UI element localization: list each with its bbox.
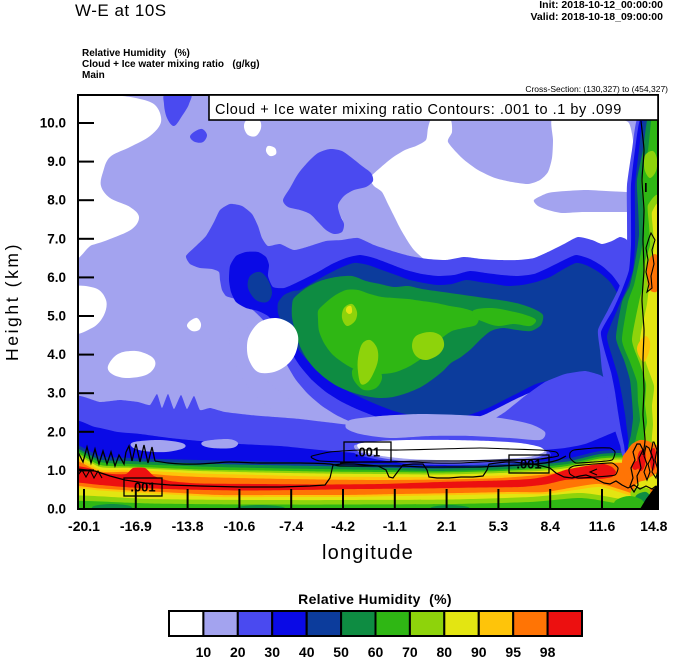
svg-text:Relative Humidity (%): Relative Humidity (%)	[298, 591, 452, 607]
svg-text:-4.2: -4.2	[331, 518, 355, 534]
svg-text:30: 30	[264, 644, 280, 660]
svg-text:-10.6: -10.6	[223, 518, 255, 534]
svg-text:7.0: 7.0	[47, 231, 66, 246]
svg-text:-7.4: -7.4	[279, 518, 303, 534]
svg-text:Cloud + Ice water mixing ratio: Cloud + Ice water mixing ratio Contours:…	[215, 102, 622, 118]
svg-text:.001: .001	[516, 457, 541, 472]
svg-text:8.4: 8.4	[540, 518, 560, 534]
svg-text:70: 70	[402, 644, 418, 660]
svg-text:9.0: 9.0	[47, 154, 66, 169]
svg-text:4.0: 4.0	[47, 347, 66, 362]
svg-text:-1.1: -1.1	[383, 518, 407, 534]
svg-text:-20.1: -20.1	[68, 518, 100, 534]
svg-text:2.0: 2.0	[47, 424, 66, 439]
svg-text:14.8: 14.8	[640, 518, 667, 534]
svg-text:40: 40	[299, 644, 315, 660]
svg-text:10.0: 10.0	[40, 116, 66, 131]
svg-text:2.1: 2.1	[437, 518, 457, 534]
svg-text:10: 10	[196, 644, 212, 660]
svg-text:80: 80	[437, 644, 453, 660]
svg-text:1.0: 1.0	[47, 463, 66, 478]
svg-text:longitude: longitude	[322, 542, 414, 564]
svg-text:.001: .001	[130, 480, 155, 495]
svg-text:-13.8: -13.8	[172, 518, 204, 534]
svg-text:90: 90	[471, 644, 487, 660]
svg-text:60: 60	[368, 644, 384, 660]
svg-text:0.0: 0.0	[47, 502, 66, 517]
svg-text:.001: .001	[355, 445, 380, 460]
svg-text:95: 95	[505, 644, 521, 660]
svg-text:5.3: 5.3	[489, 518, 509, 534]
svg-text:20: 20	[230, 644, 246, 660]
svg-text:8.0: 8.0	[47, 193, 66, 208]
svg-text:-16.9: -16.9	[120, 518, 152, 534]
svg-text:6.0: 6.0	[47, 270, 66, 285]
svg-text:98: 98	[540, 644, 556, 660]
svg-text:11.6: 11.6	[589, 518, 616, 534]
svg-text:50: 50	[333, 644, 349, 660]
svg-text:5.0: 5.0	[47, 309, 66, 324]
svg-text:3.0: 3.0	[47, 386, 66, 401]
